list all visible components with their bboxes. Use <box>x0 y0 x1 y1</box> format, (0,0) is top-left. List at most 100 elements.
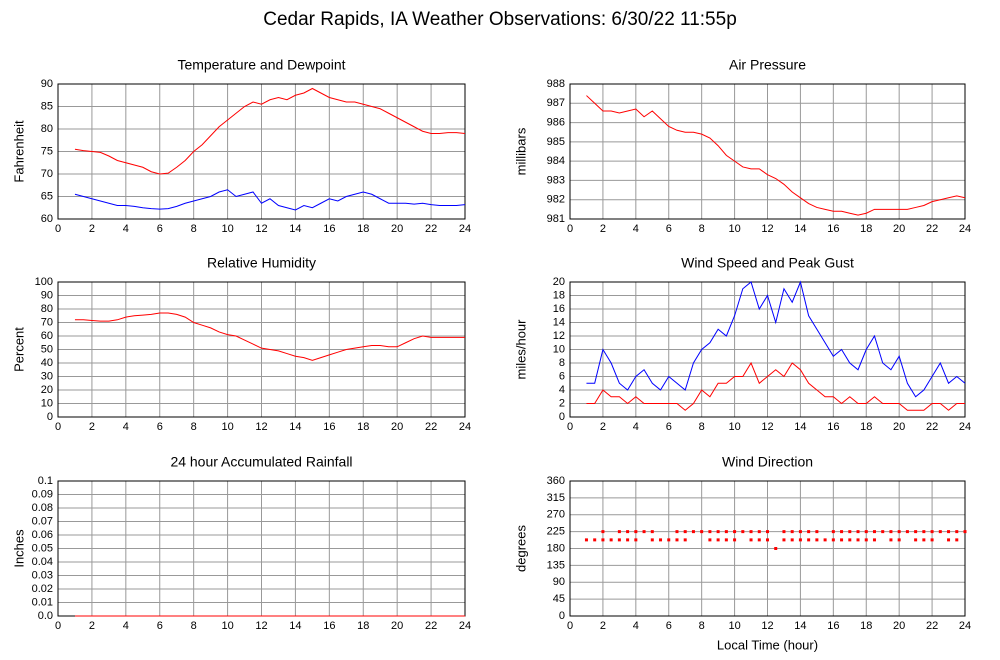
data-point <box>659 538 663 542</box>
plot-frame <box>569 480 966 617</box>
x-tick-label: 22 <box>425 620 437 632</box>
x-axis-label: Local Time (hour) <box>717 637 818 652</box>
x-tick-label: 20 <box>391 421 403 433</box>
x-tick-label: 18 <box>860 421 872 433</box>
data-point <box>716 530 720 534</box>
x-tick-label: 6 <box>666 620 672 632</box>
x-tick-label: 16 <box>323 421 335 433</box>
x-tick-label: 4 <box>633 620 639 632</box>
y-tick-label: 60 <box>41 213 53 225</box>
data-point <box>617 530 621 534</box>
x-tick-label: 14 <box>289 223 301 235</box>
data-line <box>586 280 966 398</box>
x-tick-label: 0 <box>567 421 573 433</box>
data-point <box>889 530 893 534</box>
y-tick-label: 8 <box>559 357 565 369</box>
x-tick-label: 0 <box>55 620 61 632</box>
x-tick-label: 4 <box>633 421 639 433</box>
data-point <box>889 538 893 542</box>
x-tick-label: 22 <box>425 421 437 433</box>
data-point <box>782 530 786 534</box>
data-point <box>840 538 844 542</box>
plot-frame <box>57 281 466 418</box>
y-tick-label: 985 <box>547 136 565 148</box>
x-tick-label: 20 <box>391 620 403 632</box>
y-axis-label: Inches <box>11 529 26 568</box>
plot-frame <box>57 83 466 220</box>
x-tick-label: 12 <box>255 421 267 433</box>
y-tick-label: 30 <box>41 370 53 382</box>
data-point <box>790 538 794 542</box>
x-tick-label: 10 <box>728 620 740 632</box>
y-tick-label: 85 <box>41 100 53 112</box>
data-point <box>848 530 852 534</box>
x-tick-label: 2 <box>600 421 606 433</box>
data-point <box>683 530 687 534</box>
y-tick-label: 70 <box>41 316 53 328</box>
x-tick-label: 24 <box>959 421 971 433</box>
y-tick-label: 40 <box>41 357 53 369</box>
data-point <box>807 538 811 542</box>
y-tick-label: 6 <box>559 370 565 382</box>
data-line <box>586 95 966 216</box>
y-tick-label: 0.04 <box>32 556 53 568</box>
data-point <box>856 530 860 534</box>
x-tick-label: 8 <box>699 223 705 235</box>
y-tick-label: 0.05 <box>32 542 53 554</box>
y-tick-label: 987 <box>547 97 565 109</box>
x-tick-label: 22 <box>926 620 938 632</box>
plot-frame <box>569 83 966 220</box>
y-tick-label: 0 <box>559 411 565 423</box>
x-tick-label: 6 <box>157 620 163 632</box>
data-point <box>807 530 811 534</box>
y-tick-label: 14 <box>553 316 565 328</box>
y-tick-label: 981 <box>547 213 565 225</box>
chart-title: 24 hour Accumulated Rainfall <box>170 454 352 470</box>
data-line <box>74 87 466 175</box>
x-tick-label: 2 <box>89 421 95 433</box>
data-point <box>905 530 909 534</box>
data-point <box>831 530 835 534</box>
data-point <box>930 530 934 534</box>
x-tick-label: 8 <box>191 421 197 433</box>
data-point <box>675 530 679 534</box>
x-tick-label: 10 <box>728 421 740 433</box>
data-point <box>708 538 712 542</box>
data-point <box>757 530 761 534</box>
data-point <box>897 538 901 542</box>
data-point <box>815 530 819 534</box>
y-tick-label: 0.0 <box>38 610 53 622</box>
y-tick-label: 50 <box>41 343 53 355</box>
data-point <box>667 538 671 542</box>
x-tick-label: 18 <box>357 223 369 235</box>
data-point <box>634 538 638 542</box>
data-point <box>914 538 918 542</box>
x-tick-label: 24 <box>459 620 471 632</box>
data-point <box>790 530 794 534</box>
data-line <box>74 189 466 211</box>
x-tick-label: 8 <box>699 620 705 632</box>
data-point <box>872 530 876 534</box>
y-tick-label: 0 <box>559 610 565 622</box>
x-tick-label: 0 <box>55 223 61 235</box>
x-tick-label: 8 <box>191 620 197 632</box>
x-tick-label: 24 <box>959 620 971 632</box>
y-axis-label: Fahrenheit <box>11 120 26 183</box>
x-tick-label: 24 <box>459 421 471 433</box>
data-point <box>766 530 769 534</box>
data-point <box>634 530 638 534</box>
y-tick-label: 988 <box>547 78 565 90</box>
y-tick-label: 4 <box>559 384 565 396</box>
data-point <box>955 538 959 542</box>
x-tick-label: 16 <box>827 620 839 632</box>
x-tick-label: 16 <box>827 223 839 235</box>
x-tick-label: 10 <box>221 421 233 433</box>
y-axis-label: degrees <box>513 525 528 572</box>
x-tick-label: 14 <box>794 421 806 433</box>
x-tick-label: 20 <box>893 620 905 632</box>
y-tick-label: 0.01 <box>32 596 53 608</box>
data-point <box>955 530 959 534</box>
data-point <box>766 538 769 542</box>
data-point <box>840 530 844 534</box>
y-tick-label: 986 <box>547 116 565 128</box>
